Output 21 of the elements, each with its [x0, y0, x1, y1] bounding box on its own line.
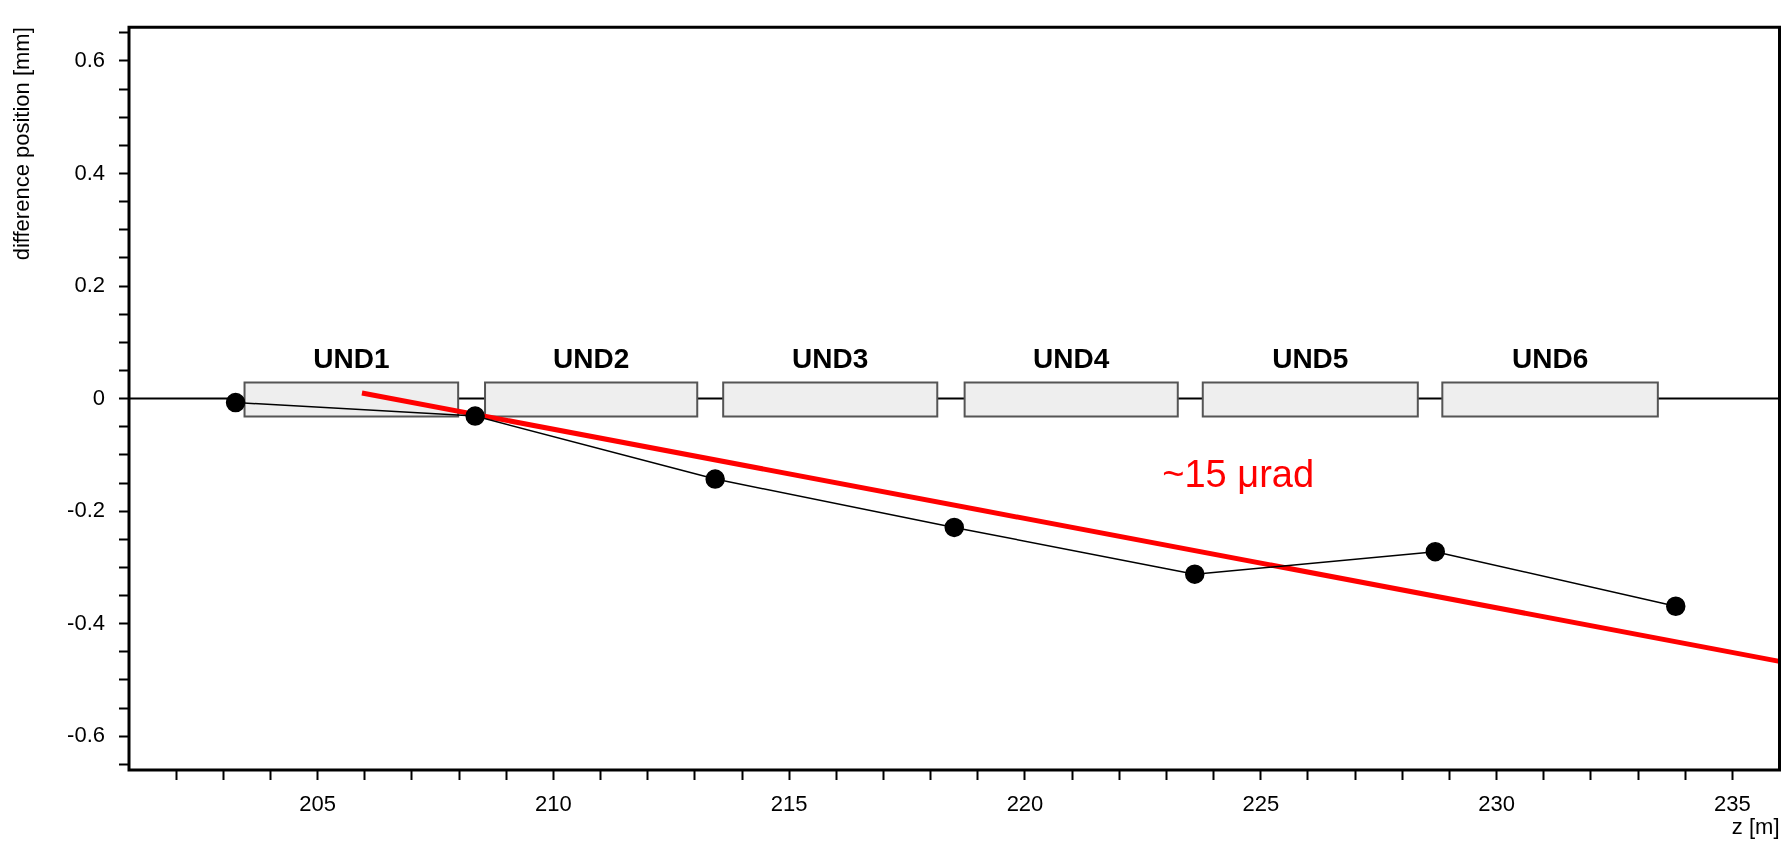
band-label: UND6 [1511, 343, 1589, 375]
y-tick-label: -0.6 [67, 722, 105, 748]
band-label: UND2 [553, 343, 630, 375]
y-tick-label: 0.2 [74, 272, 105, 298]
x-tick-label: 215 [770, 791, 808, 817]
x-tick-label: 225 [1242, 791, 1280, 817]
y-tick-label: -0.2 [67, 497, 105, 523]
x-tick-label: 230 [1478, 791, 1515, 817]
x-tick-label: 205 [299, 791, 336, 817]
band-label: UND3 [792, 343, 869, 375]
band-label: UND4 [1033, 343, 1110, 375]
x-tick-label: 210 [535, 791, 572, 817]
y-tick-label: 0 [92, 384, 105, 410]
x-tick-label: 220 [1006, 791, 1044, 817]
y-axis-title: difference position [mm] [9, 27, 35, 261]
band-label: UND5 [1272, 343, 1349, 375]
annotation: ~15 μrad [1162, 453, 1315, 496]
y-tick-label: 0.4 [74, 159, 105, 185]
band-label: UND1 [313, 343, 390, 375]
y-tick-label: 0.6 [74, 47, 105, 73]
y-tick-label: -0.4 [67, 609, 105, 635]
